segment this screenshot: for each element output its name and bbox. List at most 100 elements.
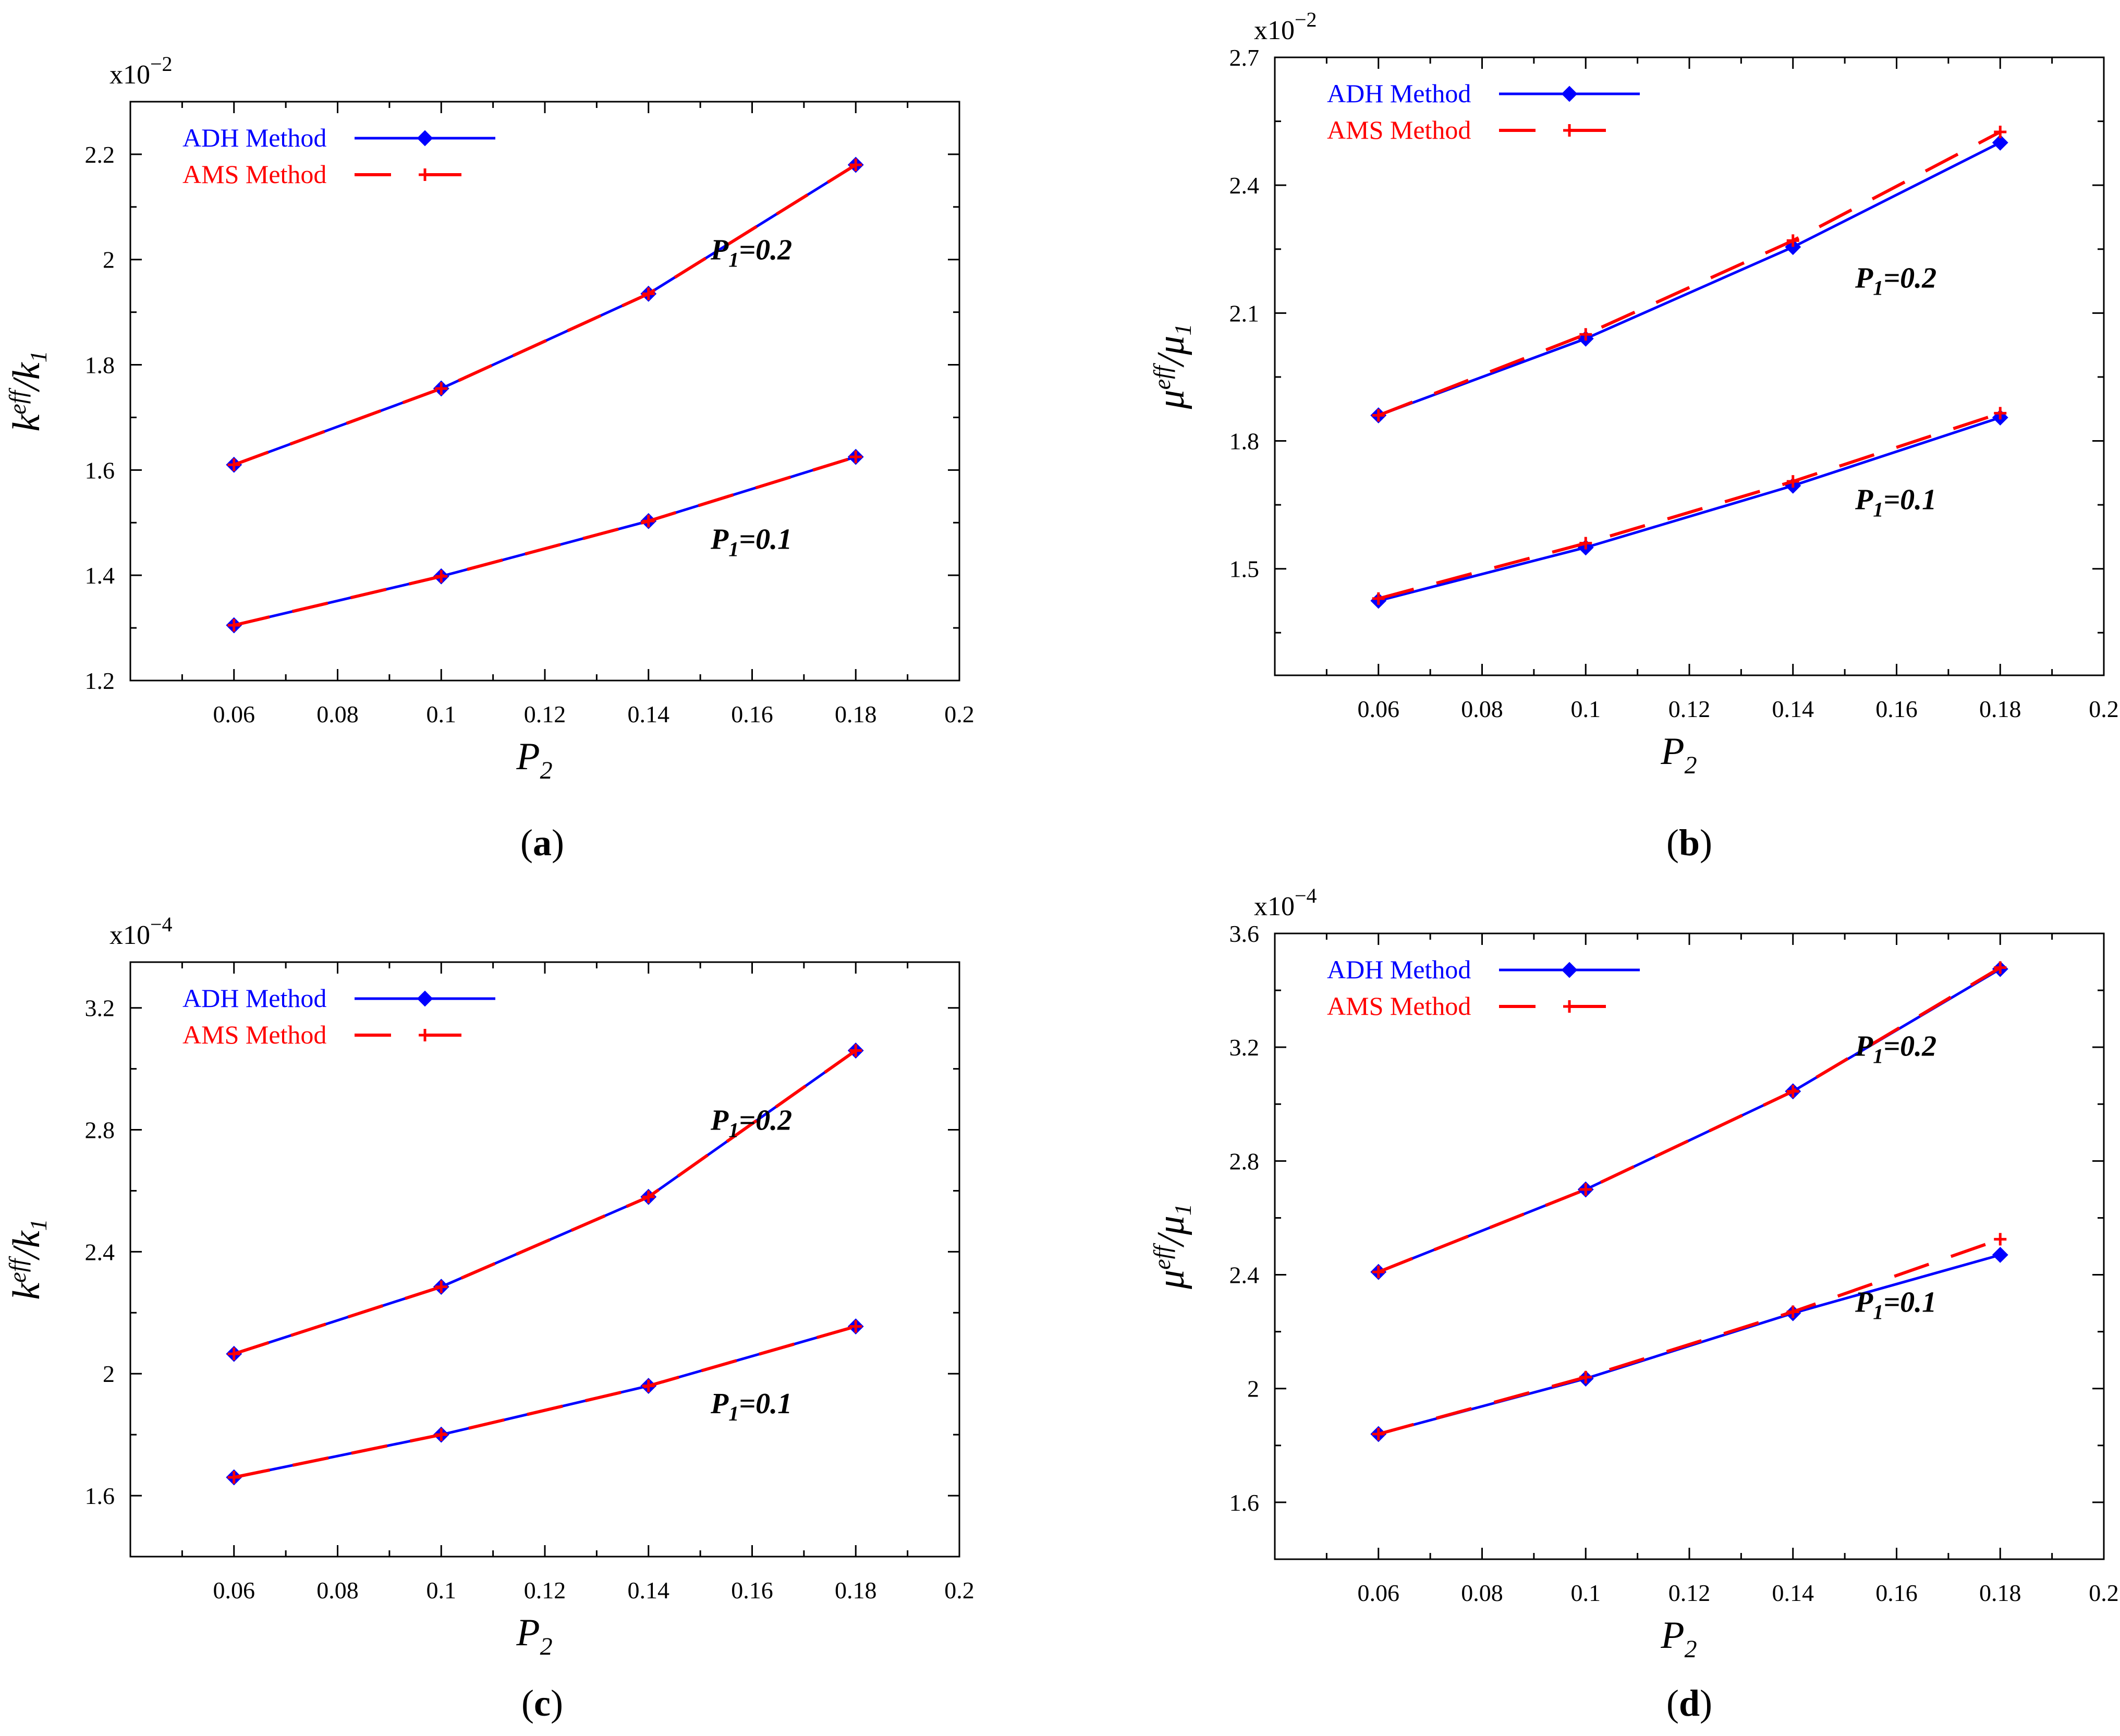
y-tick-label: 2	[1247, 1376, 1259, 1402]
subfigure-caption: (d)	[1666, 1682, 1712, 1724]
x-axis-label: P2	[516, 735, 552, 784]
legend: ADH Method AMS Method	[182, 984, 495, 1049]
x-tick-label: 0.14	[1772, 1580, 1814, 1606]
y-tick-label: 2.4	[85, 1239, 115, 1265]
data-point-plus	[849, 1044, 862, 1057]
x-tick-label: 0.14	[628, 1577, 670, 1604]
data-point-plus	[642, 287, 655, 300]
x-tick-label: 0.1	[427, 701, 457, 727]
x-tick-label: 0.1	[1571, 696, 1601, 722]
y-tick-label: 1.8	[1229, 428, 1260, 455]
annotation-p1-label: P1=0.2	[1855, 1030, 1936, 1068]
x-tick-label: 0.18	[1979, 1580, 2021, 1606]
x-axis-label: P2	[516, 1611, 552, 1660]
chart-c: 0.06 0.08 0.1 0.12 0.14 0.16 0.18 0.2 1.6 2 2.4 2.8…	[4, 913, 974, 1724]
legend-marker-plus	[419, 1029, 431, 1041]
series-line-ams-method-P101	[234, 455, 857, 627]
y-tick-label: 2.7	[1229, 44, 1260, 71]
series-line-ams-method-P102	[233, 163, 857, 467]
data-point-plus	[642, 515, 655, 528]
x-tick-label: 0.12	[1668, 1580, 1711, 1606]
x-tick-label: 0.06	[1358, 696, 1400, 722]
annotation-p1-label: P1=0.1	[1855, 1286, 1936, 1324]
x-tick-label: 0.08	[316, 1577, 359, 1604]
data-point-plus	[642, 1191, 655, 1204]
x-axis-label: P2	[1660, 1614, 1697, 1663]
y-tick-label: 2.1	[1229, 300, 1260, 326]
x-axis-label: P2	[1660, 730, 1697, 779]
data-point-plus	[227, 1471, 240, 1484]
data-point-plus	[435, 1428, 448, 1441]
y-tick-label: 1.6	[85, 457, 115, 483]
y-tick-label: 2	[103, 1361, 115, 1387]
y-multiplier: x10−4	[109, 913, 173, 950]
y-tick-label: 1.6	[1229, 1489, 1260, 1516]
legend-marker-diamond	[1561, 962, 1578, 978]
plot-frame	[1274, 56, 2105, 676]
x-tick-label: 0.12	[1668, 696, 1711, 722]
data-point-plus	[642, 1379, 655, 1392]
x-tick-label: 0.1	[1571, 1580, 1601, 1606]
data-point-plus	[1372, 592, 1385, 605]
legend-label-adh: ADH Method	[1327, 955, 1471, 984]
data-point-plus	[849, 451, 862, 464]
x-tick-label: 0.2	[944, 701, 974, 727]
data-point-plus	[1994, 1233, 2007, 1246]
series-line-ams-method-P102	[1378, 966, 2001, 1273]
x-tick-label: 0.14	[628, 701, 670, 727]
data-point-plus	[1786, 475, 1799, 488]
data-point-plus	[1579, 1370, 1592, 1383]
y-tick-label: 2.4	[1229, 172, 1260, 199]
series-line-adh-method-P102	[233, 163, 857, 466]
legend-marker-diamond	[417, 130, 433, 147]
y-tick-label: 2.8	[85, 1117, 115, 1144]
y-axis-label: keff/k1	[4, 350, 52, 431]
x-tick-label: 0.06	[213, 701, 255, 727]
data-point-plus	[435, 1280, 448, 1293]
x-tick-label: 0.16	[1875, 1580, 1918, 1606]
data-point-plus	[227, 458, 240, 471]
legend-marker-plus	[1563, 1000, 1576, 1013]
chart-d: 0.06 0.08 0.1 0.12 0.14 0.16 0.18 0.2 1.6 2 2.4 2.8…	[1149, 884, 2119, 1724]
x-tick-label: 0.16	[731, 1577, 773, 1604]
data-point-plus	[1579, 1183, 1592, 1196]
x-tick-label: 0.14	[1772, 696, 1814, 722]
data-point-plus	[435, 570, 448, 583]
x-tick-label: 0.2	[2089, 1580, 2119, 1606]
annotation-p1-label: P1=0.1	[1855, 483, 1936, 521]
plot-frame	[129, 961, 960, 1558]
data-point-plus	[1994, 961, 2007, 974]
data-point-plus	[1994, 126, 2007, 139]
y-tick-label: 1.5	[1229, 556, 1260, 582]
legend-marker-plus	[1563, 124, 1576, 137]
legend-marker-diamond	[417, 990, 433, 1007]
series-line-ams-method-P101	[1378, 1237, 2001, 1436]
x-tick-label: 0.08	[1461, 696, 1503, 722]
x-tick-label: 0.18	[835, 701, 877, 727]
data-point-plus	[849, 159, 862, 172]
legend-label-ams: AMS Method	[1327, 115, 1471, 144]
data-point-plus	[1579, 328, 1592, 341]
legend-marker-plus	[419, 168, 431, 181]
legend: ADH Method AMS Method	[182, 123, 495, 189]
annotation-p1-label: P1=0.1	[710, 1388, 792, 1425]
x-tick-label: 0.12	[524, 1577, 566, 1604]
y-multiplier: x10−2	[1254, 8, 1317, 45]
data-point-plus	[1786, 1305, 1799, 1318]
chart-a: 0.06 0.08 0.1 0.12 0.14 0.16 0.18 0.2 1.2 1.4 1.6 1…	[4, 52, 974, 864]
x-tick-label: 0.2	[2089, 696, 2119, 722]
annotation-p1-label: P1=0.2	[1855, 262, 1936, 299]
x-tick-label: 0.18	[1979, 696, 2021, 722]
legend-marker-diamond	[1561, 86, 1578, 102]
series-line-ams-method-P102	[233, 1049, 857, 1356]
x-tick-label: 0.16	[1875, 696, 1918, 722]
y-tick-label: 3.2	[1229, 1034, 1260, 1061]
x-tick-label: 0.08	[316, 701, 359, 727]
legend-label-ams: AMS Method	[182, 160, 326, 189]
data-point-plus	[227, 1347, 240, 1361]
x-tick-label: 0.08	[1461, 1580, 1503, 1606]
y-tick-label: 2.4	[1229, 1262, 1260, 1289]
x-tick-label: 0.06	[213, 1577, 255, 1604]
annotation-p1-label: P1=0.2	[710, 234, 792, 272]
